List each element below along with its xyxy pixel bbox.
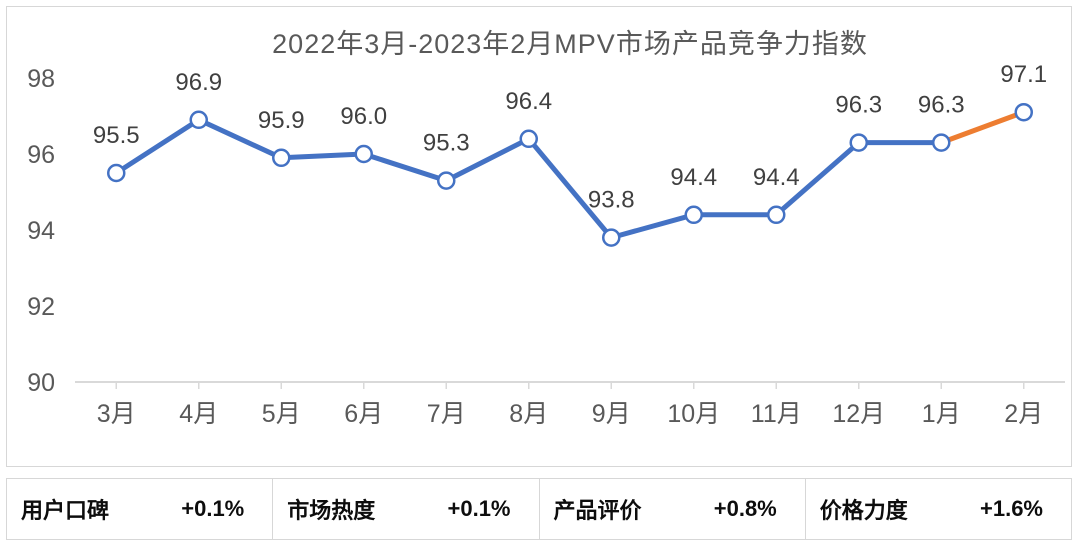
chart-title: 2022年3月-2023年2月MPV市场产品竞争力指数 — [272, 29, 868, 59]
data-point-marker — [189, 110, 208, 130]
x-tick-label: 5月 — [262, 400, 301, 428]
axis-ticks — [115, 383, 1025, 389]
y-tick-label: 90 — [27, 369, 55, 397]
data-point-marker — [1014, 102, 1033, 122]
metric-label: 价格力度 — [819, 498, 908, 523]
x-tick-label: 1月 — [922, 400, 961, 428]
data-labels: 95.5 96.9 95.9 96.0 95.3 96.4 93.8 94.4 94.4 96.3… — [93, 61, 1047, 213]
metric-user-reputation: 用户口碑 +0.1% — [7, 479, 272, 539]
metric-value: +0.8% — [713, 496, 777, 521]
x-tick-label: 8月 — [509, 400, 548, 428]
data-label: 95.9 — [258, 107, 305, 134]
drop-lines — [115, 120, 1025, 381]
data-point-marker — [602, 228, 621, 247]
data-point-markers — [107, 102, 1033, 247]
metric-label: 用户口碑 — [21, 498, 110, 523]
y-tick-label: 94 — [27, 217, 55, 245]
data-label: 94.4 — [753, 164, 800, 191]
data-point-marker — [684, 205, 703, 225]
y-axis-labels: 90 92 94 96 98 — [27, 65, 55, 397]
data-point-marker — [519, 129, 538, 149]
data-point-marker — [272, 148, 291, 168]
metric-value: +0.1% — [447, 496, 511, 521]
metric-price-strength: 价格力度 +1.6% — [804, 479, 1071, 539]
data-label: 96.0 — [340, 103, 387, 130]
series-line-last-segment — [938, 109, 1027, 146]
data-label: 94.4 — [670, 164, 717, 191]
data-label: 96.3 — [835, 92, 882, 119]
x-tick-label: 9月 — [592, 400, 631, 428]
x-tick-label: 12月 — [832, 400, 885, 428]
metric-value: +0.1% — [181, 496, 245, 521]
x-tick-label: 3月 — [97, 400, 136, 428]
metrics-bar: 用户口碑 +0.1% 市场热度 +0.1% 产品评价 +0.8% 价格力度 +1… — [6, 478, 1072, 540]
index-line-chart: 90 92 94 96 98 95.5 96.9 95.9 96.0 95.3 96.4 93.8 94… — [27, 61, 1065, 428]
x-tick-label: 6月 — [344, 400, 383, 428]
chart-card — [6, 6, 1072, 467]
data-label: 93.8 — [588, 187, 635, 214]
data-label: 96.9 — [175, 69, 222, 96]
x-tick-label: 7月 — [427, 400, 466, 428]
y-tick-label: 98 — [27, 65, 55, 93]
x-tick-label: 11月 — [751, 400, 802, 428]
y-tick-label: 92 — [27, 293, 55, 321]
data-label: 95.3 — [423, 130, 470, 157]
data-point-marker — [849, 133, 868, 152]
metric-product-rating: 产品评价 +0.8% — [538, 479, 805, 539]
data-label: 97.1 — [1000, 61, 1047, 88]
data-point-marker — [932, 133, 951, 152]
x-tick-label: 10月 — [667, 400, 720, 428]
data-point-marker — [107, 163, 126, 183]
data-point-marker — [437, 171, 456, 190]
y-tick-label: 96 — [27, 141, 55, 169]
metric-value: +1.6% — [980, 496, 1043, 521]
x-tick-label: 4月 — [179, 400, 218, 428]
x-tick-label: 2月 — [1004, 400, 1043, 428]
x-axis-labels: 3月 4月 5月 6月 7月 8月 9月 10月 11月 12月 1月 2月 — [97, 400, 1043, 428]
data-label: 95.5 — [93, 122, 140, 149]
data-point-marker — [767, 205, 786, 225]
metric-label: 市场热度 — [287, 498, 376, 523]
data-point-marker — [354, 144, 373, 164]
data-label: 96.3 — [918, 92, 965, 119]
data-label: 96.4 — [505, 88, 552, 115]
metric-label: 产品评价 — [553, 498, 642, 523]
metric-market-heat: 市场热度 +0.1% — [272, 479, 538, 539]
